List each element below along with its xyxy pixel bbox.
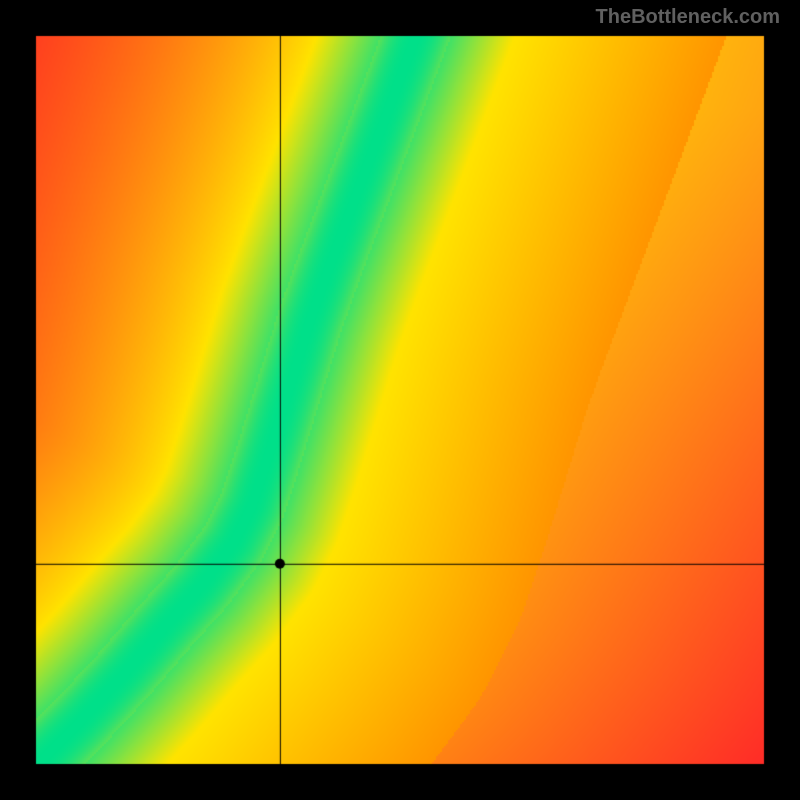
chart-container: TheBottleneck.com — [0, 0, 800, 800]
heatmap-canvas — [0, 0, 800, 800]
watermark-text: TheBottleneck.com — [596, 6, 780, 29]
